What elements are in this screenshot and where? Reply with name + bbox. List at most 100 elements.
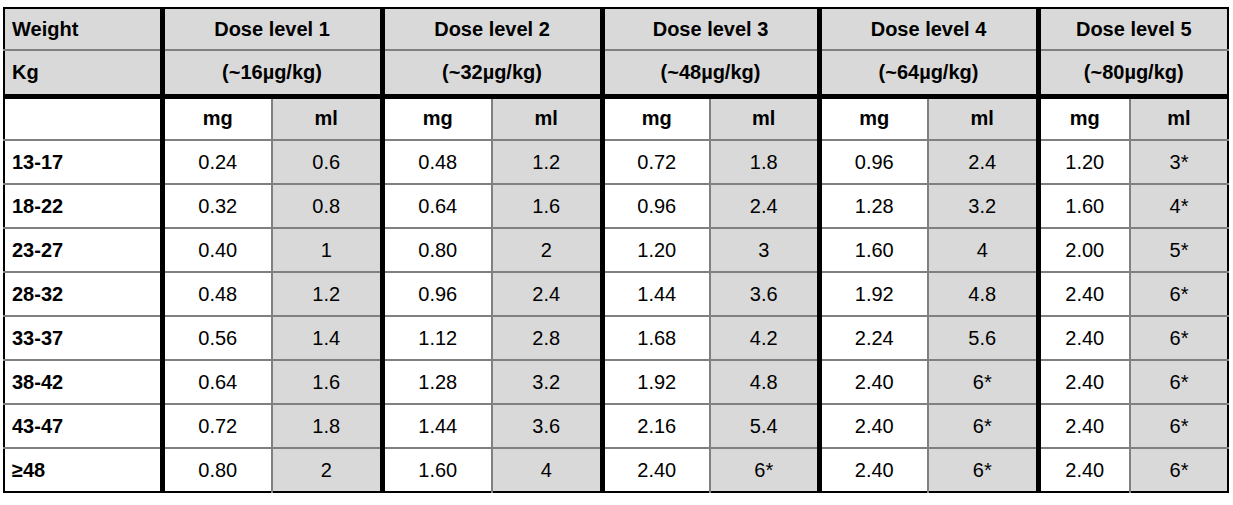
weight-range-cell: 33-37 [4,316,162,360]
mg-unit-header: mg [1038,96,1130,140]
weight-range-cell: 28-32 [4,272,162,316]
ml-value-cell: 1.8 [710,140,819,184]
ml-value-cell: 1.8 [272,404,382,448]
mg-value-cell: 2.40 [819,360,928,404]
mg-value-cell: 1.60 [382,448,492,492]
ml-unit-header: ml [492,96,602,140]
weight-range-cell: 43-47 [4,404,162,448]
dose-level-2-subheader: (~32µg/kg) [382,50,602,96]
mg-value-cell: 1.92 [602,360,710,404]
ml-value-cell: 3* [1130,140,1228,184]
mg-value-cell: 2.40 [819,448,928,492]
ml-value-cell: 2.4 [492,272,602,316]
mg-value-cell: 1.28 [382,360,492,404]
ml-value-cell: 6* [1130,360,1228,404]
ml-unit-header: ml [272,96,382,140]
mg-value-cell: 0.64 [382,184,492,228]
dose-level-5-header: Dose level 5 [1038,8,1228,50]
mg-value-cell: 0.96 [382,272,492,316]
table-row: 13-170.240.60.481.20.721.80.962.41.203* [4,140,1228,184]
ml-value-cell: 6* [1130,272,1228,316]
mg-value-cell: 0.80 [382,228,492,272]
ml-unit-header: ml [928,96,1038,140]
ml-value-cell: 2 [492,228,602,272]
mg-value-cell: 1.28 [819,184,928,228]
ml-value-cell: 1.2 [272,272,382,316]
ml-value-cell: 3.2 [928,184,1038,228]
dose-level-header-row: Weight Dose level 1 Dose level 2 Dose le… [4,8,1228,50]
ml-value-cell: 6* [710,448,819,492]
ml-value-cell: 4 [928,228,1038,272]
weight-range-cell: 18-22 [4,184,162,228]
ml-value-cell: 2.8 [492,316,602,360]
mg-value-cell: 2.40 [1038,272,1130,316]
mg-value-cell: 1.60 [1038,184,1130,228]
mg-value-cell: 0.48 [162,272,272,316]
ml-value-cell: 0.6 [272,140,382,184]
mg-value-cell: 2.40 [602,448,710,492]
ml-value-cell: 1.2 [492,140,602,184]
dose-table: Weight Dose level 1 Dose level 2 Dose le… [3,7,1229,493]
ml-value-cell: 5* [1130,228,1228,272]
ml-value-cell: 3 [710,228,819,272]
ml-value-cell: 6* [1130,448,1228,492]
dose-level-5-subheader: (~80µg/kg) [1038,50,1228,96]
ml-value-cell: 1.4 [272,316,382,360]
mg-value-cell: 2.00 [1038,228,1130,272]
weight-range-cell: 13-17 [4,140,162,184]
mg-value-cell: 2.40 [1038,360,1130,404]
ml-value-cell: 4.8 [928,272,1038,316]
mg-unit-header: mg [819,96,928,140]
ml-value-cell: 2.4 [710,184,819,228]
weight-range-cell: ≥48 [4,448,162,492]
mg-value-cell: 0.72 [162,404,272,448]
mg-value-cell: 1.12 [382,316,492,360]
table-row: 18-220.320.80.641.60.962.41.283.21.604* [4,184,1228,228]
mg-value-cell: 1.20 [1038,140,1130,184]
unit-header-row: mg ml mg ml mg ml mg ml mg ml [4,96,1228,140]
mg-value-cell: 0.24 [162,140,272,184]
ml-value-cell: 6* [928,448,1038,492]
dose-level-3-header: Dose level 3 [602,8,819,50]
mg-value-cell: 0.56 [162,316,272,360]
ml-value-cell: 6* [928,360,1038,404]
dose-level-1-header: Dose level 1 [162,8,382,50]
ml-value-cell: 1.6 [492,184,602,228]
ml-value-cell: 5.6 [928,316,1038,360]
ml-value-cell: 2.4 [928,140,1038,184]
mg-value-cell: 2.40 [1038,404,1130,448]
mg-value-cell: 0.72 [602,140,710,184]
table-row: 38-420.641.61.283.21.924.82.406*2.406* [4,360,1228,404]
ml-value-cell: 6* [928,404,1038,448]
mg-value-cell: 1.60 [819,228,928,272]
mg-value-cell: 0.96 [602,184,710,228]
weight-unit-header: Kg [4,50,162,96]
ml-value-cell: 3.6 [492,404,602,448]
dose-level-1-subheader: (~16µg/kg) [162,50,382,96]
mg-value-cell: 0.96 [819,140,928,184]
mg-value-cell: 1.44 [602,272,710,316]
ml-unit-header: ml [710,96,819,140]
table-row: 43-470.721.81.443.62.165.42.406*2.406* [4,404,1228,448]
ml-unit-header: ml [1130,96,1228,140]
mg-value-cell: 1.44 [382,404,492,448]
mg-value-cell: 0.48 [382,140,492,184]
weight-range-cell: 38-42 [4,360,162,404]
table-body: 13-170.240.60.481.20.721.80.962.41.203*1… [4,140,1228,492]
dose-level-2-header: Dose level 2 [382,8,602,50]
ml-value-cell: 4.2 [710,316,819,360]
mg-unit-header: mg [382,96,492,140]
dose-level-4-subheader: (~64µg/kg) [819,50,1038,96]
mg-value-cell: 1.20 [602,228,710,272]
mg-value-cell: 0.40 [162,228,272,272]
mg-value-cell: 1.68 [602,316,710,360]
mg-value-cell: 0.32 [162,184,272,228]
mg-value-cell: 2.24 [819,316,928,360]
ml-value-cell: 3.6 [710,272,819,316]
dose-sub-header-row: Kg (~16µg/kg) (~32µg/kg) (~48µg/kg) (~64… [4,50,1228,96]
ml-value-cell: 2 [272,448,382,492]
table-row: 28-320.481.20.962.41.443.61.924.82.406* [4,272,1228,316]
ml-value-cell: 1.6 [272,360,382,404]
mg-unit-header: mg [162,96,272,140]
dose-level-4-header: Dose level 4 [819,8,1038,50]
